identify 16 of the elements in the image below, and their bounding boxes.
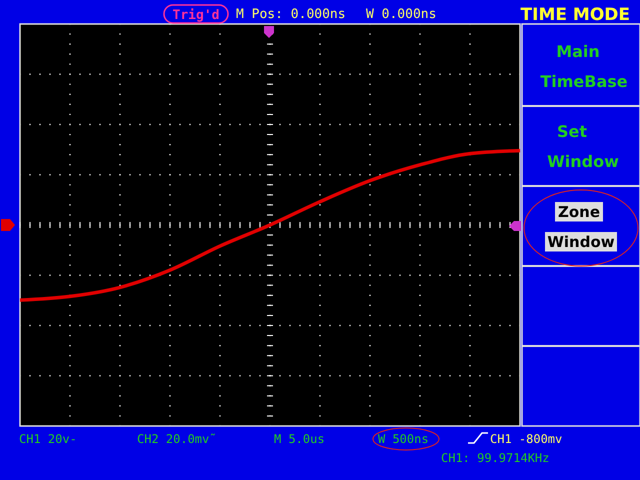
text: CH1 -800mv xyxy=(490,432,562,446)
text: W 0.000ns xyxy=(366,7,436,22)
text: W 500ns xyxy=(378,432,429,446)
text: CH2 20.0mv˜ xyxy=(137,432,216,446)
text: TIME MODE xyxy=(520,5,630,25)
text: Window xyxy=(547,152,620,171)
text: Set xyxy=(556,122,588,141)
text: Zone xyxy=(558,203,600,221)
text: TimeBase xyxy=(540,72,628,91)
text: Main xyxy=(556,42,600,61)
text: CH1: 99.9714KHz xyxy=(441,451,550,465)
text: Trig'd xyxy=(172,8,220,23)
text: CH1 20v- xyxy=(19,432,77,446)
text: Window xyxy=(547,233,615,251)
text: M 5.0us xyxy=(274,432,325,446)
text: M Pos: 0.000ns xyxy=(236,7,346,22)
